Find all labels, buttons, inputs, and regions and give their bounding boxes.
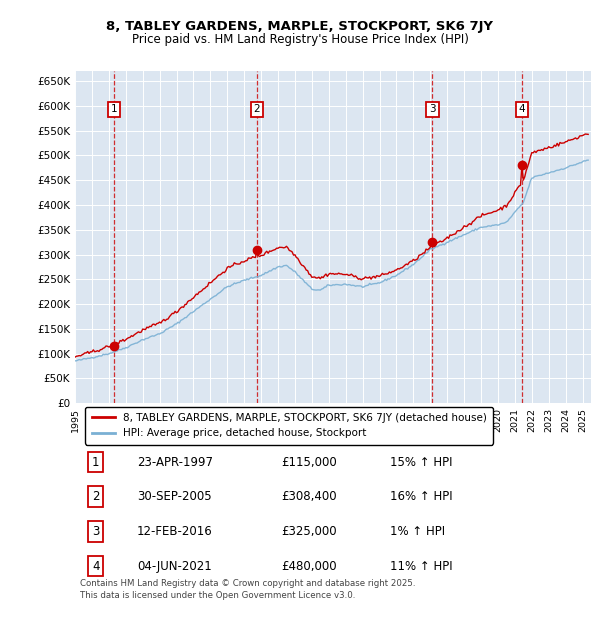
Text: 11% ↑ HPI: 11% ↑ HPI xyxy=(390,560,452,572)
Text: 04-JUN-2021: 04-JUN-2021 xyxy=(137,560,212,572)
Text: 23-APR-1997: 23-APR-1997 xyxy=(137,456,213,469)
Text: 4: 4 xyxy=(518,104,525,115)
Text: Price paid vs. HM Land Registry's House Price Index (HPI): Price paid vs. HM Land Registry's House … xyxy=(131,33,469,46)
Text: 3: 3 xyxy=(92,525,100,538)
Text: £325,000: £325,000 xyxy=(281,525,337,538)
Text: 16% ↑ HPI: 16% ↑ HPI xyxy=(390,490,452,503)
Text: £308,400: £308,400 xyxy=(281,490,337,503)
Text: Contains HM Land Registry data © Crown copyright and database right 2025.
This d: Contains HM Land Registry data © Crown c… xyxy=(80,579,416,600)
Text: 4: 4 xyxy=(92,560,100,572)
Text: 8, TABLEY GARDENS, MARPLE, STOCKPORT, SK6 7JY: 8, TABLEY GARDENS, MARPLE, STOCKPORT, SK… xyxy=(107,20,493,33)
Text: 1: 1 xyxy=(111,104,118,115)
Text: £480,000: £480,000 xyxy=(281,560,337,572)
Text: 2: 2 xyxy=(254,104,260,115)
Text: 1% ↑ HPI: 1% ↑ HPI xyxy=(390,525,445,538)
Legend: 8, TABLEY GARDENS, MARPLE, STOCKPORT, SK6 7JY (detached house), HPI: Average pri: 8, TABLEY GARDENS, MARPLE, STOCKPORT, SK… xyxy=(85,407,493,445)
Text: 1: 1 xyxy=(92,456,100,469)
Text: 15% ↑ HPI: 15% ↑ HPI xyxy=(390,456,452,469)
Text: 2: 2 xyxy=(92,490,100,503)
Text: 3: 3 xyxy=(429,104,436,115)
Text: £115,000: £115,000 xyxy=(281,456,337,469)
Text: 12-FEB-2016: 12-FEB-2016 xyxy=(137,525,212,538)
Text: 30-SEP-2005: 30-SEP-2005 xyxy=(137,490,212,503)
